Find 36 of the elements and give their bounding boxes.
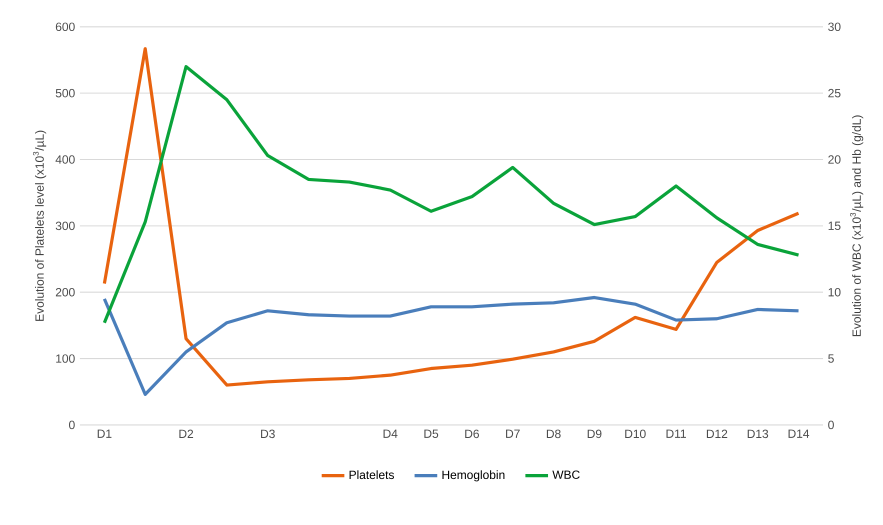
y-tick-label: 400 xyxy=(56,155,75,164)
line-series xyxy=(102,65,800,324)
x-tick-label: D8 xyxy=(546,430,561,438)
legend-label: Platelets xyxy=(350,470,394,480)
y-tick-label: 0 xyxy=(69,420,75,430)
x-tick-label: D2 xyxy=(179,430,194,438)
x-tick-label: D1 xyxy=(98,430,112,438)
x-tick-label: D7 xyxy=(506,430,520,438)
y2-tick-label: 5 xyxy=(828,354,834,363)
x-tick-label: D13 xyxy=(748,430,768,438)
x-tick-label: D4 xyxy=(384,430,398,438)
y2-tick-label: 15 xyxy=(828,222,840,230)
y-tick-label: 300 xyxy=(56,222,75,230)
line-series xyxy=(102,47,800,387)
y2-tick-label: 25 xyxy=(828,89,840,98)
y2-tick-label: 20 xyxy=(828,155,841,164)
x-tick-label: D6 xyxy=(465,430,479,438)
y-tick-label: 100 xyxy=(56,354,75,363)
y2-tick-label: 30 xyxy=(828,22,841,32)
legend-label: Hemoglobin xyxy=(442,470,504,482)
y-tick-label: 500 xyxy=(56,89,75,98)
x-tick-label: D10 xyxy=(625,430,646,438)
x-tick-label: D9 xyxy=(588,430,602,438)
y2-tick-label: 10 xyxy=(828,288,841,297)
y-tick-label: 200 xyxy=(56,288,75,297)
y2-axis-title: Evolution of WBC (x10$^{3}$/µL) and Hb (g/dL) xyxy=(850,116,864,336)
x-tick-label: D11 xyxy=(666,430,686,438)
x-tick-label: D12 xyxy=(706,430,728,438)
y2-tick-label: 0 xyxy=(828,420,834,430)
y-axis-title: Evolution of Platelets level (x10$^{3}$/µL) xyxy=(33,130,46,321)
x-tick-label: D5 xyxy=(424,430,438,438)
y-tick-label: 600 xyxy=(56,22,75,32)
x-tick-label: D14 xyxy=(788,430,810,438)
line-series xyxy=(102,296,800,396)
legend-label: WBC xyxy=(552,470,580,480)
x-tick-label: D3 xyxy=(261,430,275,438)
